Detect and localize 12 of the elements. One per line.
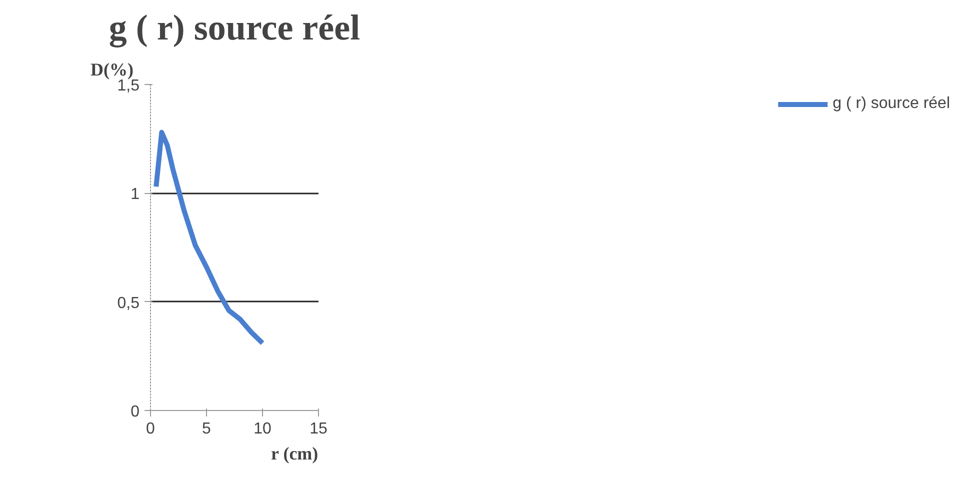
y-axis-title: D(%)	[90, 60, 134, 80]
y-tick-label: 0,5	[117, 294, 140, 312]
x-tick-label: 10	[254, 420, 272, 438]
y-tick-label: 0	[130, 404, 140, 420]
x-tick-label: 15	[310, 420, 328, 438]
legend-label: g ( r) source réel	[832, 95, 950, 113]
chart-title: g ( r) source réel	[108, 8, 360, 48]
y-tick-label: 1	[130, 186, 140, 204]
x-tick-label: 0	[146, 420, 156, 438]
x-axis-title: r (cm)	[271, 444, 318, 464]
y-tick-label: 1,5	[117, 78, 140, 94]
x-tick-label: 5	[202, 420, 212, 438]
